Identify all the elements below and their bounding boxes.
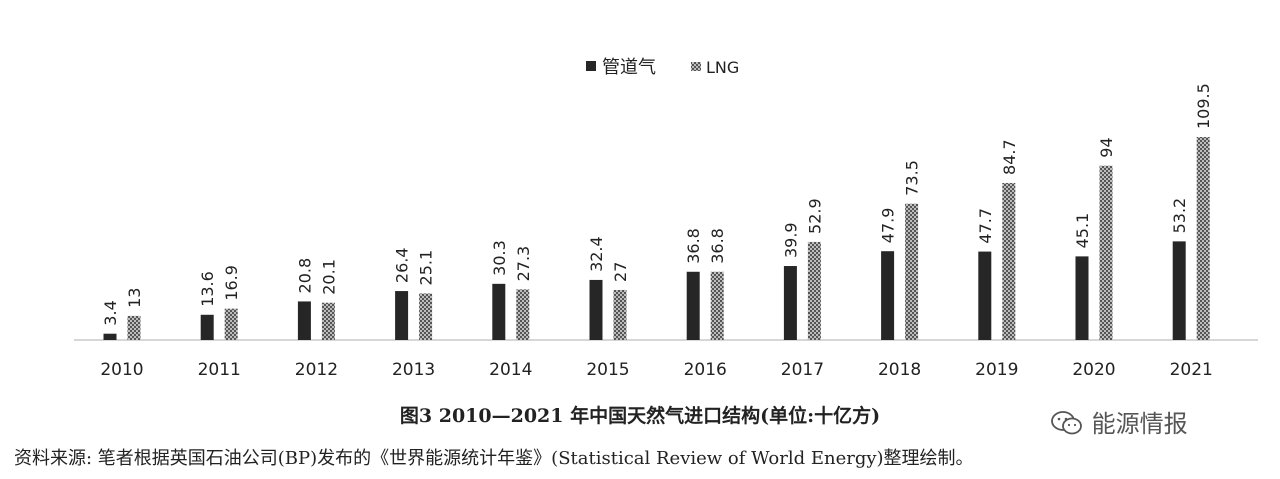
data-label: 73.5 (903, 160, 922, 196)
data-label: 3.4 (101, 300, 120, 325)
data-label: 16.9 (222, 265, 241, 301)
data-label: 109.5 (1194, 83, 1213, 129)
bar-lng-2011 (224, 308, 238, 340)
data-label: 32.4 (587, 236, 606, 272)
data-label: 27 (611, 262, 630, 282)
data-label: 39.9 (781, 222, 800, 258)
data-label: 47.7 (976, 208, 995, 244)
x-tick-label: 2010 (100, 360, 143, 380)
data-label: 36.8 (684, 228, 703, 264)
legend-swatch-lng (691, 62, 701, 71)
legend-swatch-pipeline (586, 61, 596, 71)
bar-pipeline-2014 (492, 283, 506, 340)
legend-label-lng: LNG (706, 58, 739, 77)
data-label: 47.9 (879, 208, 898, 244)
figure-caption: 图3 2010—2021 年中国天然气进口结构(单位:十亿方) (399, 405, 881, 427)
wechat-icon (1051, 411, 1082, 435)
bar-pipeline-2010 (103, 333, 117, 340)
bar-lng-2010 (127, 315, 141, 340)
bar-lng-2012 (321, 302, 335, 340)
bar-lng-2015 (613, 289, 627, 340)
bar-pipeline-2017 (783, 266, 797, 340)
data-label: 94 (1097, 137, 1116, 157)
legend: 管道气 LNG (586, 57, 739, 78)
bar-pipeline-2012 (297, 301, 311, 340)
bar-lng-2019 (1002, 182, 1016, 340)
bar-pipeline-2021 (1172, 241, 1186, 340)
bar-pipeline-2016 (686, 271, 700, 340)
data-label: 26.4 (393, 247, 412, 283)
data-label: 20.1 (319, 259, 338, 295)
bar-lng-2013 (419, 293, 433, 340)
bar-lng-2018 (905, 203, 919, 340)
data-label: 30.3 (490, 240, 509, 276)
x-tick-label: 2019 (975, 360, 1018, 380)
bar-pipeline-2020 (1075, 256, 1089, 340)
data-label: 20.8 (295, 258, 314, 294)
bar-lng-2017 (807, 241, 821, 340)
x-tick-label: 2018 (878, 360, 921, 380)
data-label: 13.6 (198, 271, 217, 307)
x-tick-label: 2016 (684, 360, 727, 380)
x-tick-label: 2012 (295, 360, 338, 380)
watermark-text: 能源情报 (1091, 410, 1188, 438)
data-label: 53.2 (1170, 198, 1189, 234)
bar-lng-2014 (516, 289, 530, 340)
x-tick-label: 2021 (1170, 360, 1213, 380)
x-tick-label: 2017 (781, 360, 824, 380)
data-label: 84.7 (1000, 139, 1019, 175)
data-label: 27.3 (514, 246, 533, 282)
bar-pipeline-2015 (589, 279, 603, 340)
bar-pipeline-2019 (978, 251, 992, 340)
source-note: 资料来源: 笔者根据英国石油公司(BP)发布的《世界能源统计年鉴》(Statis… (14, 448, 974, 469)
x-tick-label: 2020 (1072, 360, 1115, 380)
x-tick-label: 2015 (586, 360, 629, 380)
bar-lng-2020 (1099, 165, 1113, 340)
bar-pipeline-2011 (200, 314, 214, 340)
bar-lng-2016 (710, 271, 724, 340)
watermark: 能源情报 (1050, 404, 1188, 439)
bar-pipeline-2013 (395, 291, 409, 340)
legend-label-pipeline: 管道气 (602, 57, 656, 78)
x-tick-label: 2011 (198, 360, 241, 380)
data-label: 52.9 (805, 198, 824, 234)
data-label: 36.8 (708, 228, 727, 264)
x-tick-label: 2014 (489, 360, 532, 380)
bar-lng-2021 (1196, 137, 1210, 340)
x-tick-label: 2013 (392, 360, 435, 380)
bar-pipeline-2018 (881, 251, 895, 340)
data-label: 45.1 (1073, 213, 1092, 249)
data-label: 25.1 (417, 250, 436, 286)
data-label: 13 (125, 288, 144, 308)
